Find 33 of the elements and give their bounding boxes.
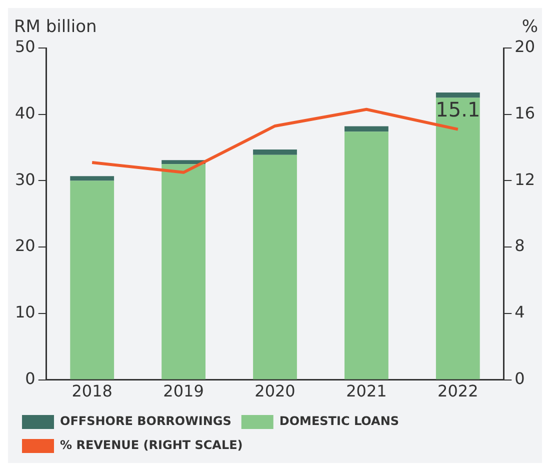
bar (70, 176, 114, 181)
bar (162, 164, 206, 380)
bar (70, 180, 114, 380)
y-tick-label: 30 (15, 170, 36, 189)
legend-label: % REVENUE (RIGHT SCALE) (60, 438, 243, 452)
y2-tick-label: 8 (514, 236, 525, 256)
y-tick-label: 10 (15, 302, 36, 322)
y2-tick-label: 12 (514, 170, 535, 189)
x-tick-label: 2018 (72, 382, 112, 401)
bar (436, 98, 480, 380)
bar (162, 160, 206, 164)
bar (253, 154, 297, 380)
y2-tick-label: 20 (514, 37, 535, 56)
y2-tick-label: 4 (514, 302, 525, 322)
y2-tick-label: 0 (514, 368, 525, 388)
y-tick-label: 0 (25, 368, 36, 388)
x-tick-label: 2020 (254, 382, 296, 401)
data-label: 15.1 (436, 97, 480, 122)
bar (344, 126, 388, 132)
y-tick-label: 50 (15, 37, 36, 56)
y-tick-label: 40 (15, 104, 36, 123)
x-tick-label: 2021 (346, 382, 387, 401)
bar (436, 92, 480, 98)
x-tick-label: 2019 (163, 382, 204, 401)
y-axis-title: RM billion (14, 16, 97, 37)
bar (253, 150, 297, 155)
y-tick-label: 20 (15, 236, 36, 256)
legend-label: OFFSHORE BORROWINGS (60, 414, 232, 428)
x-tick-label: 2022 (438, 382, 478, 401)
legend-label: DOMESTIC LOANS (279, 414, 400, 428)
bar (344, 132, 388, 380)
y2-axis-title: % (522, 16, 538, 37)
y2-tick-label: 16 (514, 104, 535, 123)
